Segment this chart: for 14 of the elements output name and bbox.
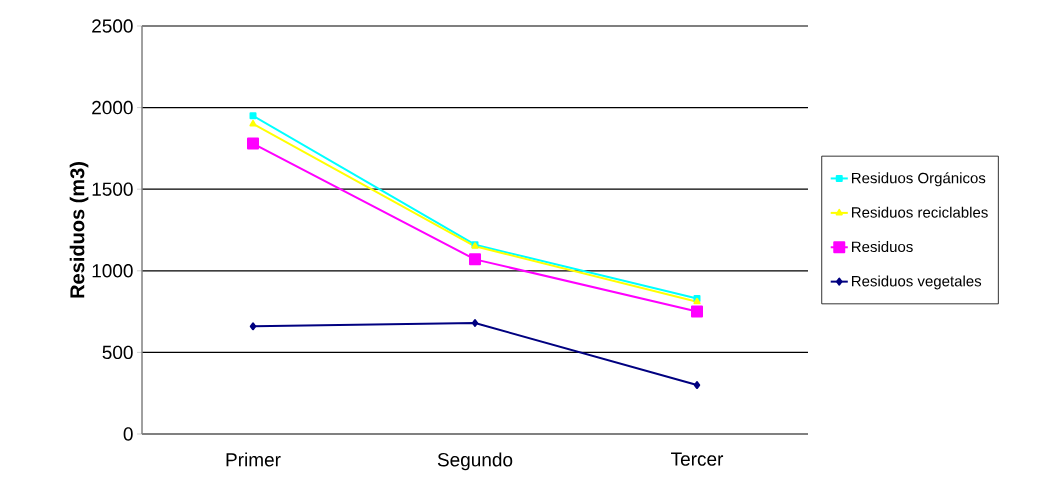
y-tick-label: 0 <box>123 427 133 441</box>
x-tick-label: Segundo <box>437 452 513 471</box>
y-tick-label: 500 <box>102 345 133 360</box>
y-tick-label: 2000 <box>92 100 133 115</box>
x-tick-label: Tercer <box>671 452 724 466</box>
y-axis-title: Residuos (m3) <box>69 162 89 298</box>
legend-label: Residuos <box>852 241 913 253</box>
x-tick-label: Primer <box>226 452 281 467</box>
legend-label: Residuos Orgánicos <box>852 172 986 187</box>
legend-label: Residuos reciclables <box>852 206 988 218</box>
y-tick-label: 1000 <box>92 264 133 278</box>
legend-label: Residuos vegetales <box>852 275 982 290</box>
y-tick-label: 1500 <box>92 182 133 196</box>
y-tick-label: 2500 <box>92 19 133 33</box>
